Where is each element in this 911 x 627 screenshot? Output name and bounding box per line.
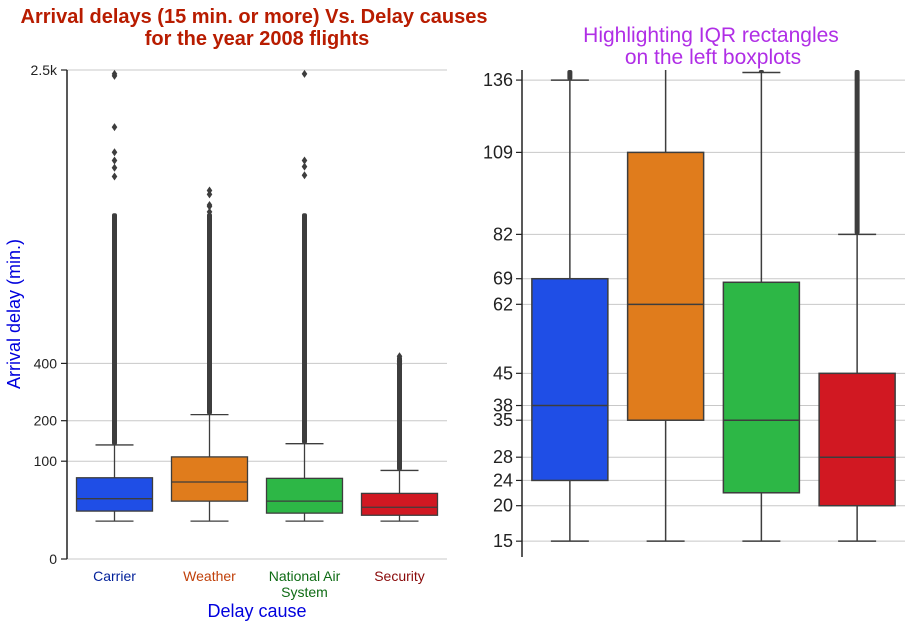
left-box-3	[265, 69, 344, 522]
category-label-4: Security	[374, 568, 425, 584]
right-boxplots	[531, 70, 896, 542]
outlier-point	[301, 156, 308, 165]
outlier-band	[112, 213, 117, 445]
iqr-box	[75, 477, 154, 512]
outlier-band	[207, 213, 212, 415]
left-box-2	[170, 186, 249, 522]
outlier-band	[302, 213, 307, 444]
right-y-tick-label: 136	[483, 70, 513, 90]
right-y-tick-label: 20	[493, 496, 513, 516]
left-chart-title-line1: Arrival delays (15 min. or more) Vs. Del…	[21, 6, 488, 28]
outlier-point	[111, 156, 118, 165]
category-label-2: Weather	[183, 568, 236, 584]
left-y-axis: 0 100 200 400 2.5k	[31, 62, 68, 567]
right-y-tick-label: 28	[493, 447, 513, 467]
left-y-tick-label: 100	[34, 453, 58, 469]
iqr-box	[360, 492, 439, 516]
right-y-tick-label: 109	[483, 142, 513, 162]
left-y-axis-label: Arrival delay (min.)	[4, 239, 24, 389]
outlier-point	[111, 163, 118, 172]
outlier-point	[111, 148, 118, 157]
outlier-point	[111, 123, 118, 132]
iqr-box	[531, 277, 609, 482]
right-box-2	[626, 70, 705, 542]
left-y-tick-label: 0	[49, 551, 57, 567]
outlier-point	[301, 162, 308, 171]
left-x-axis-label: Delay cause	[207, 601, 306, 621]
left-y-tick-label: 400	[34, 355, 58, 371]
left-boxplots	[75, 69, 439, 522]
right-box-3	[722, 70, 801, 542]
outlier-band	[397, 356, 402, 471]
category-label-3-line2: System	[281, 584, 328, 600]
right-y-tick-label: 15	[493, 531, 513, 551]
iqr-box	[265, 477, 344, 514]
outlier-band	[854, 70, 860, 235]
left-box-4	[360, 352, 439, 522]
outlier-point	[206, 202, 213, 211]
outlier-point	[111, 71, 118, 80]
category-label-1: Carrier	[93, 568, 136, 584]
outlier-band	[567, 70, 573, 81]
right-y-tick-label: 35	[493, 410, 513, 430]
right-box-1	[531, 70, 609, 542]
right-y-tick-label: 82	[493, 224, 513, 244]
outlier-point	[396, 360, 403, 369]
outlier-band	[758, 70, 764, 73]
outlier-point	[206, 190, 213, 199]
right-y-tick-label: 24	[493, 470, 513, 490]
iqr-box	[170, 456, 249, 502]
right-chart-title-line2: on the left boxplots	[625, 46, 801, 69]
right-chart-title-line1: Highlighting IQR rectangles	[583, 24, 839, 47]
left-gridlines	[67, 69, 447, 560]
outlier-point	[301, 171, 308, 180]
iqr-box	[722, 281, 801, 494]
right-y-tick-label: 62	[493, 294, 513, 314]
outlier-point	[111, 172, 118, 181]
right-y-tick-label: 45	[493, 363, 513, 383]
outlier-point	[301, 69, 308, 78]
right-box-4	[818, 70, 896, 542]
iqr-box	[818, 372, 896, 507]
category-label-3: National Air	[269, 568, 341, 584]
right-y-tick-label: 38	[493, 396, 513, 416]
right-y-tick-label: 69	[493, 269, 513, 289]
iqr-box	[626, 151, 705, 421]
outlier-point	[396, 352, 403, 361]
left-y-tick-label: 200	[34, 413, 58, 429]
outlier-point	[206, 207, 213, 216]
left-y-tick-label: 2.5k	[31, 62, 58, 78]
left-box-1	[75, 69, 154, 522]
left-chart-title-line2: for the year 2008 flights	[145, 28, 370, 50]
